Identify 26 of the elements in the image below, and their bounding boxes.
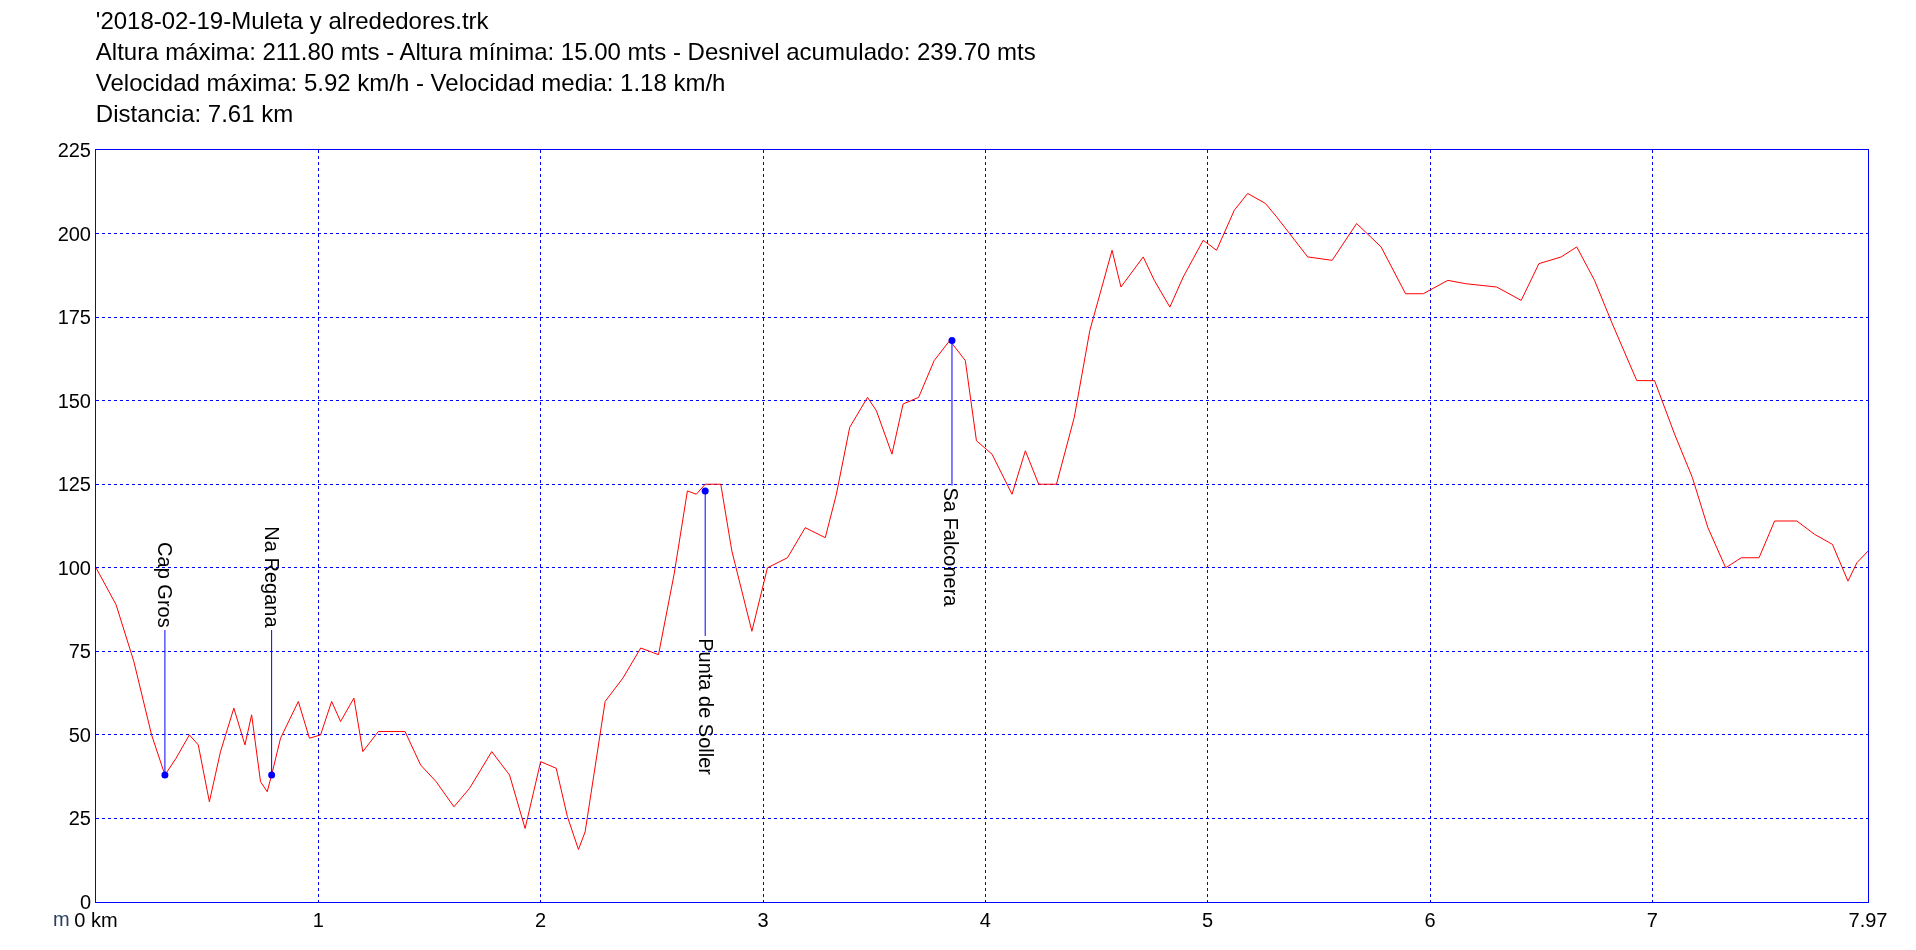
annotation: Punta de Soller: [694, 638, 717, 776]
chart-title: '2018-02-19-Muleta y alrededores.trk Altura máxima: 211.80 mts - Altura mínima: 15.00 mts - Desnivel acumulado: 239.70 mts Velocidad máxima: 5.92 km/h - Velocidad media: 1.18 km/h Distancia: 7.61 km: [95, 6, 1036, 128]
y-tick-label: 25: [68, 807, 91, 830]
y-tick-label: 75: [68, 640, 91, 663]
line-series: [96, 192, 1868, 851]
y-tick-label: 50: [68, 723, 91, 746]
y-tick-label: 175: [57, 306, 91, 329]
y-tick-label: 225: [57, 139, 91, 161]
annotation: Sa Falconera: [940, 487, 963, 608]
annotation: Cap Gros: [153, 542, 176, 628]
y-tick-label: 150: [57, 389, 91, 412]
x-tick-label: 7.97: [1848, 909, 1888, 931]
point: [701, 487, 709, 495]
x-tick-label: 7: [1646, 909, 1658, 931]
x-tick-label: 4: [979, 909, 991, 931]
y-axis-title: m: [53, 908, 70, 930]
annotation: Na Regana: [260, 526, 283, 629]
point: [268, 771, 276, 779]
y-tick-label: 200: [57, 222, 91, 245]
x-tick-label: 1: [312, 909, 324, 931]
x-tick-label: 3: [757, 909, 769, 931]
x-tick-label: 2: [535, 909, 547, 931]
y-tick-label: 100: [57, 556, 91, 579]
y-tick-label: 125: [57, 473, 91, 496]
x-tick-label: 5: [1202, 909, 1214, 931]
x-tick-label: 6: [1424, 909, 1436, 931]
